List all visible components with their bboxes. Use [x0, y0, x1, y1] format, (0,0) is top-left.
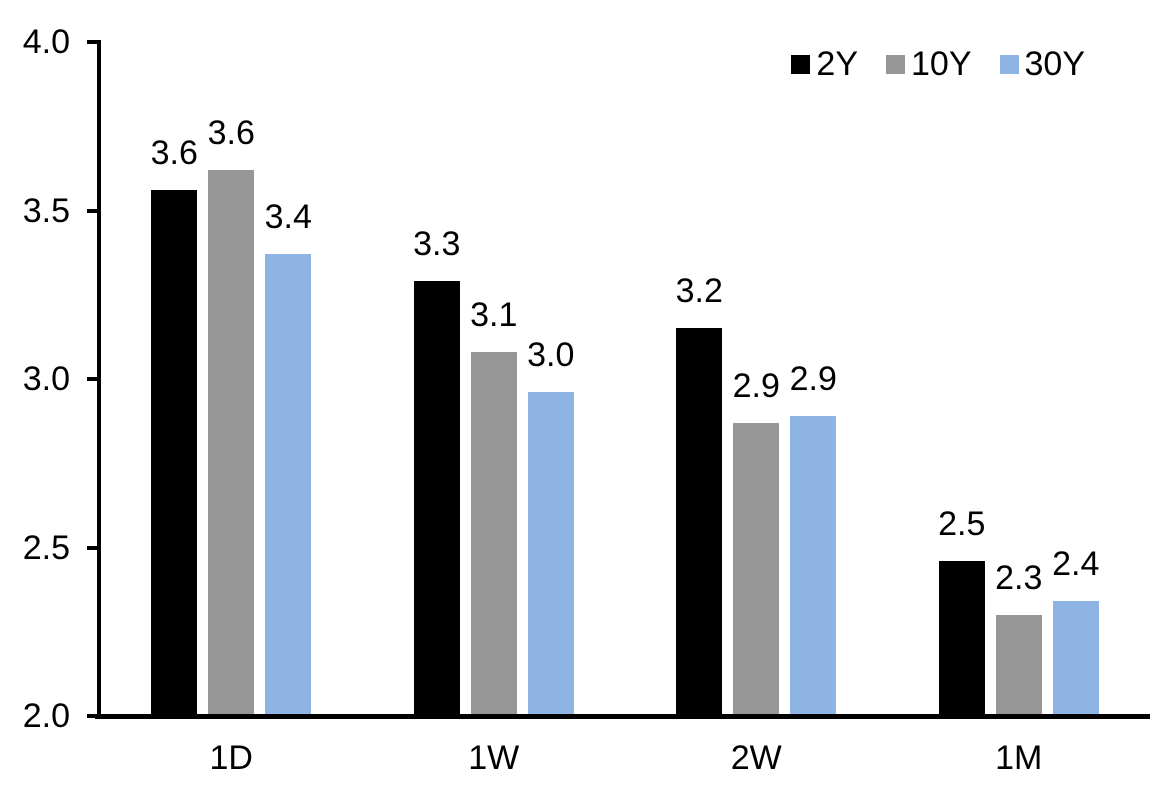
bar-30y-2w	[790, 416, 837, 716]
y-tick-label: 3.0	[22, 360, 70, 398]
chart-legend: 2Y 10Y 30Y	[791, 44, 1085, 84]
legend-swatch-10y	[886, 54, 905, 74]
bar-10y-2w	[733, 422, 780, 716]
legend-label: 30Y	[1024, 45, 1086, 83]
y-tick-label: 4.0	[22, 23, 70, 61]
bar-2y-1w	[413, 281, 460, 716]
x-category-label-1w: 1W	[468, 739, 520, 777]
legend-swatch-30y	[999, 54, 1019, 74]
legend-label: 2Y	[816, 45, 858, 83]
legend-item-2y: 2Y	[791, 44, 858, 84]
legend-item-10y: 10Y	[886, 44, 972, 84]
y-tick-mark	[87, 377, 100, 381]
x-axis-line	[95, 714, 1150, 719]
y-tick-label: 2.0	[22, 697, 70, 735]
bar-30y-1m	[1052, 601, 1099, 716]
bar-value-label: 2.3	[995, 558, 1043, 597]
bar-value-label: 3.3	[413, 225, 461, 264]
x-category-label-1d: 1D	[209, 739, 253, 777]
bar-30y-1w	[527, 392, 574, 716]
bar-value-label: 3.2	[675, 272, 723, 311]
bar-value-label: 3.1	[470, 296, 518, 335]
legend-label: 10Y	[911, 45, 972, 83]
x-category-label-1m: 1M	[995, 739, 1043, 777]
bar-value-label: 2.9	[789, 360, 837, 399]
bar-10y-1w	[470, 352, 517, 716]
bar-value-label: 3.6	[150, 134, 198, 173]
bar-value-label: 2.4	[1052, 545, 1100, 584]
bar-30y-1d	[265, 254, 312, 716]
bar-10y-1d	[208, 170, 255, 716]
bar-value-label: 3.4	[264, 198, 312, 237]
bar-value-label: 3.6	[207, 114, 255, 153]
bar-2y-2w	[676, 328, 723, 716]
bar-value-label: 3.0	[527, 336, 575, 375]
bar-value-label: 2.9	[732, 366, 780, 405]
bar-10y-1m	[995, 614, 1042, 716]
y-tick-mark	[87, 40, 100, 44]
bar-2y-1d	[151, 190, 198, 716]
bar-value-label: 2.5	[938, 504, 986, 543]
y-tick-mark	[87, 714, 100, 718]
y-tick-label: 2.5	[22, 528, 70, 567]
x-category-label-2w: 2W	[730, 739, 782, 777]
y-tick-label: 3.5	[22, 191, 70, 230]
y-tick-mark	[87, 208, 100, 213]
legend-item-30y: 30Y	[999, 44, 1086, 84]
legend-swatch-2y	[791, 54, 811, 74]
y-tick-mark	[87, 545, 100, 550]
bar-2y-1m	[938, 560, 985, 716]
